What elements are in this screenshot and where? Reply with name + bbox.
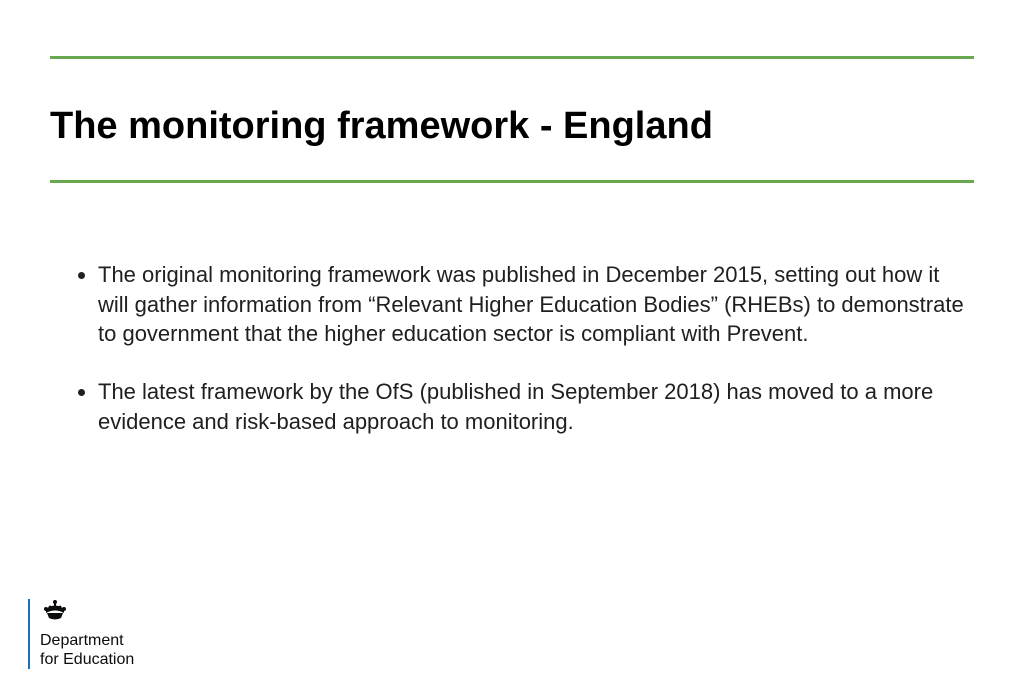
- bullet-item: The latest framework by the OfS (publish…: [98, 377, 974, 436]
- bullet-list: The original monitoring framework was pu…: [50, 260, 974, 436]
- slide-title: The monitoring framework - England: [50, 104, 974, 150]
- top-divider: [50, 56, 974, 59]
- footer-line-1: Department: [40, 631, 134, 650]
- title-underline-divider: [50, 180, 974, 183]
- footer-line-2: for Education: [40, 650, 134, 669]
- bullet-item: The original monitoring framework was pu…: [98, 260, 974, 349]
- crown-crest-icon: [40, 599, 134, 626]
- footer-text-block: Department for Education: [40, 599, 134, 669]
- slide: The monitoring framework - England The o…: [0, 0, 1024, 683]
- footer-branding: Department for Education: [28, 599, 134, 669]
- footer-accent-bar: [28, 599, 30, 669]
- slide-body: The original monitoring framework was pu…: [50, 260, 974, 436]
